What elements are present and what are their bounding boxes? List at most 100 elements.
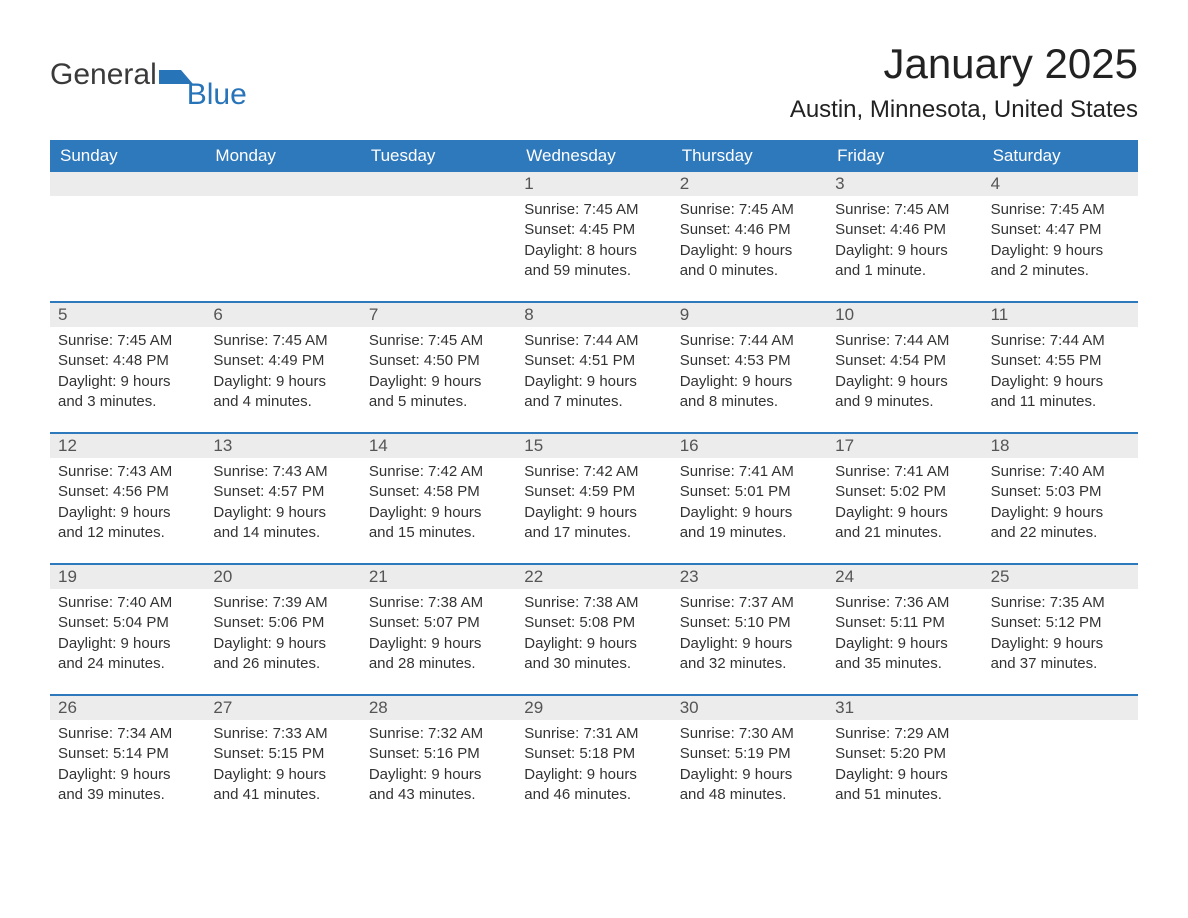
day-details: Sunrise: 7:32 AMSunset: 5:16 PMDaylight:…	[361, 720, 516, 813]
sunset-line: Sunset: 4:46 PM	[680, 220, 819, 240]
daylight-line: Daylight: 9 hours and 19 minutes.	[680, 503, 819, 544]
day-number: 18	[983, 434, 1138, 458]
sunset-line: Sunset: 4:56 PM	[58, 482, 197, 502]
sunrise-line: Sunrise: 7:37 AM	[680, 593, 819, 613]
sunrise-line: Sunrise: 7:44 AM	[835, 331, 974, 351]
sunset-line: Sunset: 5:19 PM	[680, 744, 819, 764]
day-details: Sunrise: 7:44 AMSunset: 4:51 PMDaylight:…	[516, 327, 671, 420]
calendar-day-header: SundayMondayTuesdayWednesdayThursdayFrid…	[50, 140, 1138, 172]
day-number	[983, 696, 1138, 720]
calendar-day-cell: 24Sunrise: 7:36 AMSunset: 5:11 PMDayligh…	[827, 565, 982, 682]
sunset-line: Sunset: 5:18 PM	[524, 744, 663, 764]
daylight-line: Daylight: 9 hours and 51 minutes.	[835, 765, 974, 806]
day-number: 20	[205, 565, 360, 589]
day-number: 7	[361, 303, 516, 327]
daylight-line: Daylight: 9 hours and 21 minutes.	[835, 503, 974, 544]
calendar-day-cell	[205, 172, 360, 289]
day-number: 10	[827, 303, 982, 327]
calendar-day-cell	[361, 172, 516, 289]
day-details: Sunrise: 7:45 AMSunset: 4:50 PMDaylight:…	[361, 327, 516, 420]
sunset-line: Sunset: 4:53 PM	[680, 351, 819, 371]
day-details: Sunrise: 7:44 AMSunset: 4:55 PMDaylight:…	[983, 327, 1138, 420]
day-number	[205, 172, 360, 196]
sunset-line: Sunset: 4:51 PM	[524, 351, 663, 371]
daylight-line: Daylight: 9 hours and 37 minutes.	[991, 634, 1130, 675]
daylight-line: Daylight: 9 hours and 32 minutes.	[680, 634, 819, 675]
calendar-day-cell: 29Sunrise: 7:31 AMSunset: 5:18 PMDayligh…	[516, 696, 671, 813]
calendar-day-cell: 6Sunrise: 7:45 AMSunset: 4:49 PMDaylight…	[205, 303, 360, 420]
daylight-line: Daylight: 9 hours and 30 minutes.	[524, 634, 663, 675]
daylight-line: Daylight: 8 hours and 59 minutes.	[524, 241, 663, 282]
logo-text-blue: Blue	[187, 78, 247, 112]
day-details: Sunrise: 7:38 AMSunset: 5:07 PMDaylight:…	[361, 589, 516, 682]
day-number: 31	[827, 696, 982, 720]
daylight-line: Daylight: 9 hours and 41 minutes.	[213, 765, 352, 806]
sunrise-line: Sunrise: 7:44 AM	[524, 331, 663, 351]
day-number: 15	[516, 434, 671, 458]
day-number: 19	[50, 565, 205, 589]
daylight-line: Daylight: 9 hours and 7 minutes.	[524, 372, 663, 413]
day-details: Sunrise: 7:31 AMSunset: 5:18 PMDaylight:…	[516, 720, 671, 813]
sunset-line: Sunset: 5:12 PM	[991, 613, 1130, 633]
day-number: 17	[827, 434, 982, 458]
sunset-line: Sunset: 5:07 PM	[369, 613, 508, 633]
day-details: Sunrise: 7:37 AMSunset: 5:10 PMDaylight:…	[672, 589, 827, 682]
sunrise-line: Sunrise: 7:40 AM	[58, 593, 197, 613]
day-number: 21	[361, 565, 516, 589]
sunrise-line: Sunrise: 7:45 AM	[835, 200, 974, 220]
day-details: Sunrise: 7:43 AMSunset: 4:56 PMDaylight:…	[50, 458, 205, 551]
calendar-day-cell: 14Sunrise: 7:42 AMSunset: 4:58 PMDayligh…	[361, 434, 516, 551]
calendar-day-cell	[50, 172, 205, 289]
sunset-line: Sunset: 4:46 PM	[835, 220, 974, 240]
day-number: 4	[983, 172, 1138, 196]
day-details: Sunrise: 7:34 AMSunset: 5:14 PMDaylight:…	[50, 720, 205, 813]
day-number: 5	[50, 303, 205, 327]
calendar-day-header-cell: Sunday	[50, 140, 205, 172]
sunset-line: Sunset: 5:02 PM	[835, 482, 974, 502]
sunset-line: Sunset: 5:06 PM	[213, 613, 352, 633]
day-number: 30	[672, 696, 827, 720]
day-number: 14	[361, 434, 516, 458]
calendar-day-cell: 28Sunrise: 7:32 AMSunset: 5:16 PMDayligh…	[361, 696, 516, 813]
day-details: Sunrise: 7:40 AMSunset: 5:04 PMDaylight:…	[50, 589, 205, 682]
day-details: Sunrise: 7:39 AMSunset: 5:06 PMDaylight:…	[205, 589, 360, 682]
day-details	[361, 196, 516, 284]
sunrise-line: Sunrise: 7:29 AM	[835, 724, 974, 744]
day-details: Sunrise: 7:36 AMSunset: 5:11 PMDaylight:…	[827, 589, 982, 682]
day-details	[205, 196, 360, 284]
sunset-line: Sunset: 5:08 PM	[524, 613, 663, 633]
calendar-day-cell: 15 Sunrise: 7:42 AMSunset: 4:59 PMDayligh…	[516, 434, 671, 551]
calendar-week-row: 26Sunrise: 7:34 AMSunset: 5:14 PMDayligh…	[50, 694, 1138, 813]
daylight-line: Daylight: 9 hours and 17 minutes.	[524, 503, 663, 544]
sunrise-line: Sunrise: 7:42 AM	[369, 462, 508, 482]
calendar: SundayMondayTuesdayWednesdayThursdayFrid…	[50, 140, 1138, 813]
daylight-line: Daylight: 9 hours and 46 minutes.	[524, 765, 663, 806]
calendar-day-cell: 13Sunrise: 7:43 AMSunset: 4:57 PMDayligh…	[205, 434, 360, 551]
calendar-day-header-cell: Friday	[827, 140, 982, 172]
calendar-day-cell: 16Sunrise: 7:41 AMSunset: 5:01 PMDayligh…	[672, 434, 827, 551]
daylight-line: Daylight: 9 hours and 9 minutes.	[835, 372, 974, 413]
day-details: Sunrise: 7:29 AMSunset: 5:20 PMDaylight:…	[827, 720, 982, 813]
calendar-week-row: 1Sunrise: 7:45 AMSunset: 4:45 PMDaylight…	[50, 172, 1138, 289]
sunset-line: Sunset: 4:59 PM	[524, 482, 663, 502]
calendar-day-header-cell: Tuesday	[361, 140, 516, 172]
sunset-line: Sunset: 5:03 PM	[991, 482, 1130, 502]
calendar-day-cell: 3Sunrise: 7:45 AMSunset: 4:46 PMDaylight…	[827, 172, 982, 289]
calendar-day-cell: 21Sunrise: 7:38 AMSunset: 5:07 PMDayligh…	[361, 565, 516, 682]
sunrise-line: Sunrise: 7:41 AM	[680, 462, 819, 482]
sunrise-line: Sunrise: 7:42 AM	[524, 462, 663, 482]
location-subtitle: Austin, Minnesota, United States	[790, 96, 1138, 124]
sunrise-line: Sunrise: 7:39 AM	[213, 593, 352, 613]
title-block: January 2025 Austin, Minnesota, United S…	[790, 40, 1138, 124]
sunset-line: Sunset: 5:11 PM	[835, 613, 974, 633]
sunrise-line: Sunrise: 7:44 AM	[991, 331, 1130, 351]
daylight-line: Daylight: 9 hours and 11 minutes.	[991, 372, 1130, 413]
sunrise-line: Sunrise: 7:32 AM	[369, 724, 508, 744]
day-number: 9	[672, 303, 827, 327]
day-number: 8	[516, 303, 671, 327]
sunrise-line: Sunrise: 7:43 AM	[213, 462, 352, 482]
day-details	[983, 720, 1138, 808]
day-number	[50, 172, 205, 196]
daylight-line: Daylight: 9 hours and 35 minutes.	[835, 634, 974, 675]
daylight-line: Daylight: 9 hours and 48 minutes.	[680, 765, 819, 806]
